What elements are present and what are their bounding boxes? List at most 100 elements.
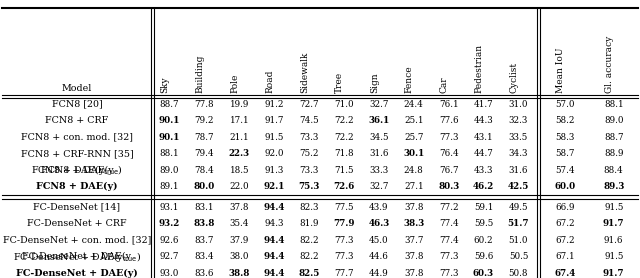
Text: 82.2: 82.2 bbox=[300, 236, 319, 245]
Text: 42.5: 42.5 bbox=[508, 182, 529, 191]
Text: Tree: Tree bbox=[335, 72, 344, 93]
Text: 73.3: 73.3 bbox=[300, 166, 319, 175]
Text: FCN8 + CRF: FCN8 + CRF bbox=[45, 116, 109, 125]
Text: FC-DenseNet + DAE(y$_{\mathrm{true}}$): FC-DenseNet + DAE(y$_{\mathrm{true}}$) bbox=[13, 250, 141, 264]
Text: 37.7: 37.7 bbox=[404, 236, 424, 245]
Text: 74.5: 74.5 bbox=[300, 116, 319, 125]
Text: 24.8: 24.8 bbox=[404, 166, 424, 175]
Text: Sign: Sign bbox=[370, 72, 379, 93]
Text: 49.5: 49.5 bbox=[509, 203, 528, 212]
Text: 89.1: 89.1 bbox=[160, 182, 179, 191]
Text: FC-DenseNet [14]: FC-DenseNet [14] bbox=[33, 203, 120, 212]
Text: 88.9: 88.9 bbox=[604, 149, 623, 158]
Text: FC-DenseNet + DAE(y): FC-DenseNet + DAE(y) bbox=[16, 269, 138, 278]
Text: 92.0: 92.0 bbox=[264, 149, 284, 158]
Text: 38.3: 38.3 bbox=[403, 219, 424, 228]
Text: 79.2: 79.2 bbox=[195, 116, 214, 125]
Text: 43.3: 43.3 bbox=[474, 166, 493, 175]
Text: 78.4: 78.4 bbox=[195, 166, 214, 175]
Text: 94.4: 94.4 bbox=[264, 203, 285, 212]
Text: 88.7: 88.7 bbox=[159, 100, 179, 109]
Text: 90.1: 90.1 bbox=[159, 116, 180, 125]
Text: 67.2: 67.2 bbox=[556, 219, 575, 228]
Text: 83.1: 83.1 bbox=[195, 203, 214, 212]
Text: 24.4: 24.4 bbox=[404, 100, 424, 109]
Text: 34.5: 34.5 bbox=[369, 133, 388, 142]
Text: FCN8 + DAE(y: FCN8 + DAE(y bbox=[41, 166, 113, 175]
Text: 46.3: 46.3 bbox=[368, 219, 390, 228]
Text: 43.9: 43.9 bbox=[369, 203, 388, 212]
Text: 57.4: 57.4 bbox=[556, 166, 575, 175]
Text: 91.5: 91.5 bbox=[264, 133, 284, 142]
Text: 22.3: 22.3 bbox=[228, 149, 250, 158]
Text: 77.7: 77.7 bbox=[334, 269, 354, 278]
Text: Model: Model bbox=[62, 84, 92, 93]
Text: 67.1: 67.1 bbox=[556, 252, 575, 261]
Text: 78.7: 78.7 bbox=[195, 133, 214, 142]
Text: 83.4: 83.4 bbox=[195, 252, 214, 261]
Text: 77.3: 77.3 bbox=[334, 236, 354, 245]
Text: 21.1: 21.1 bbox=[229, 133, 249, 142]
Text: 58.7: 58.7 bbox=[556, 149, 575, 158]
Text: 91.7: 91.7 bbox=[603, 269, 625, 278]
Text: FCN8 + CRF-RNN [35]: FCN8 + CRF-RNN [35] bbox=[20, 149, 133, 158]
Text: 82.2: 82.2 bbox=[300, 252, 319, 261]
Text: 58.2: 58.2 bbox=[556, 116, 575, 125]
Text: 91.5: 91.5 bbox=[604, 252, 623, 261]
Text: 91.2: 91.2 bbox=[264, 100, 284, 109]
Text: 25.1: 25.1 bbox=[404, 116, 424, 125]
Text: 59.1: 59.1 bbox=[474, 203, 493, 212]
Text: 60.2: 60.2 bbox=[474, 236, 493, 245]
Text: 77.5: 77.5 bbox=[334, 203, 354, 212]
Text: 32.7: 32.7 bbox=[369, 100, 388, 109]
Text: Cyclist: Cyclist bbox=[509, 62, 518, 93]
Text: 37.8: 37.8 bbox=[404, 269, 424, 278]
Text: 93.1: 93.1 bbox=[160, 203, 179, 212]
Text: Building: Building bbox=[195, 54, 204, 93]
Text: 33.3: 33.3 bbox=[369, 166, 388, 175]
Text: 83.7: 83.7 bbox=[195, 236, 214, 245]
Text: 17.1: 17.1 bbox=[229, 116, 249, 125]
Text: 19.9: 19.9 bbox=[230, 100, 249, 109]
Text: 72.6: 72.6 bbox=[333, 182, 355, 191]
Text: 44.3: 44.3 bbox=[474, 116, 493, 125]
Text: 50.8: 50.8 bbox=[509, 269, 528, 278]
Text: 77.4: 77.4 bbox=[439, 219, 458, 228]
Text: 22.0: 22.0 bbox=[229, 182, 249, 191]
Text: 71.8: 71.8 bbox=[334, 149, 354, 158]
Text: 88.7: 88.7 bbox=[604, 133, 623, 142]
Text: 93.2: 93.2 bbox=[159, 219, 180, 228]
Text: 71.5: 71.5 bbox=[334, 166, 354, 175]
Text: 92.7: 92.7 bbox=[160, 252, 179, 261]
Text: FCN8 + DAE(y): FCN8 + DAE(y) bbox=[36, 182, 118, 191]
Text: 72.7: 72.7 bbox=[300, 100, 319, 109]
Text: 91.7: 91.7 bbox=[264, 116, 284, 125]
Text: Mean IoU: Mean IoU bbox=[556, 48, 565, 93]
Text: 34.3: 34.3 bbox=[509, 149, 528, 158]
Text: FC-DenseNet + DAE(y: FC-DenseNet + DAE(y bbox=[22, 252, 131, 261]
Text: 88.1: 88.1 bbox=[604, 100, 623, 109]
Text: 58.3: 58.3 bbox=[556, 133, 575, 142]
Text: 67.4: 67.4 bbox=[554, 269, 576, 278]
Text: 76.7: 76.7 bbox=[439, 166, 458, 175]
Text: 72.2: 72.2 bbox=[334, 133, 354, 142]
Text: 38.8: 38.8 bbox=[228, 269, 250, 278]
Text: 36.1: 36.1 bbox=[368, 116, 390, 125]
Text: 82.3: 82.3 bbox=[300, 203, 319, 212]
Text: 77.3: 77.3 bbox=[334, 252, 354, 261]
Text: 77.9: 77.9 bbox=[333, 219, 355, 228]
Text: 60.0: 60.0 bbox=[555, 182, 576, 191]
Text: 77.6: 77.6 bbox=[439, 116, 458, 125]
Text: 27.1: 27.1 bbox=[404, 182, 424, 191]
Text: FCN8 [20]: FCN8 [20] bbox=[52, 100, 102, 109]
Text: 31.6: 31.6 bbox=[369, 149, 388, 158]
Text: 91.7: 91.7 bbox=[603, 219, 625, 228]
Text: 76.4: 76.4 bbox=[439, 149, 458, 158]
Text: 18.5: 18.5 bbox=[230, 166, 249, 175]
Text: 73.3: 73.3 bbox=[300, 133, 319, 142]
Text: 50.5: 50.5 bbox=[509, 252, 528, 261]
Text: 83.6: 83.6 bbox=[195, 269, 214, 278]
Text: 89.0: 89.0 bbox=[604, 116, 623, 125]
Text: 33.5: 33.5 bbox=[509, 133, 528, 142]
Text: Fence: Fence bbox=[404, 65, 413, 93]
